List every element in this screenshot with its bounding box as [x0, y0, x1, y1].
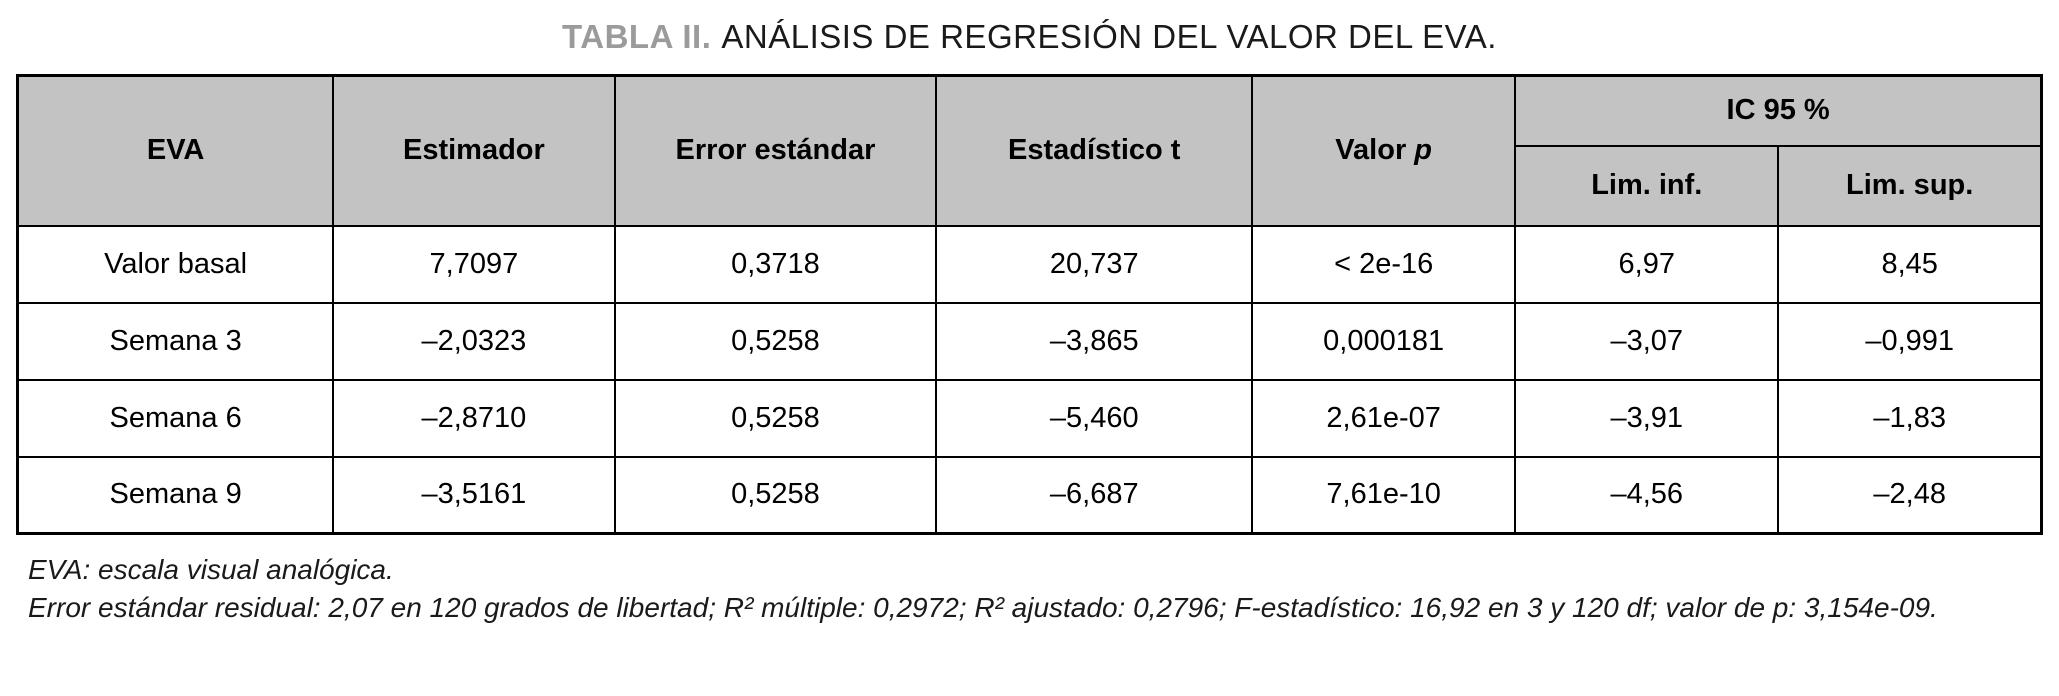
- cell-row-label: Semana 3: [16, 301, 335, 381]
- cell-row-label: Semana 6: [16, 378, 335, 458]
- table-header: EVA Estimador Error estándar Estadístico…: [16, 74, 2043, 227]
- table-footnotes: EVA: escala visual analógica. Error está…: [16, 551, 2043, 627]
- table-row-semana-6: Semana 6 –2,8710 0,5258 –5,460 2,61e-07 …: [16, 378, 2043, 458]
- table-title: TABLA II. ANÁLISIS DE REGRESIÓN DEL VALOR…: [16, 18, 2043, 56]
- cell-valor-p: < 2e-16: [1251, 224, 1517, 304]
- cell-valor-p: 0,000181: [1251, 301, 1517, 381]
- col-header-error-estandar: Error estándar: [613, 74, 938, 227]
- cell-estadistico-t: –6,687: [935, 455, 1254, 535]
- cell-estadistico-t: –3,865: [935, 301, 1254, 381]
- cell-error-estandar: 0,5258: [613, 455, 938, 535]
- valor-p-label: Valor: [1335, 134, 1407, 167]
- cell-estimador: –3,5161: [332, 455, 616, 535]
- cell-estadistico-t: 20,737: [935, 224, 1254, 304]
- cell-lim-inf: –4,56: [1514, 455, 1780, 535]
- col-header-eva: EVA: [16, 74, 335, 227]
- table-title-label: TABLA II.: [562, 18, 712, 55]
- cell-valor-p: 2,61e-07: [1251, 378, 1517, 458]
- cell-error-estandar: 0,3718: [613, 224, 938, 304]
- cell-lim-sup: 8,45: [1777, 224, 2043, 304]
- col-header-lim-inf: Lim. inf.: [1514, 144, 1780, 227]
- col-header-estimador: Estimador: [332, 74, 616, 227]
- cell-lim-inf: –3,91: [1514, 378, 1780, 458]
- valor-p-symbol: p: [1414, 134, 1433, 167]
- col-header-estadistico-t: Estadístico t: [935, 74, 1254, 227]
- cell-row-label: Valor basal: [16, 224, 335, 304]
- table-body: Valor basal 7,7097 0,3718 20,737 < 2e-16…: [16, 224, 2043, 535]
- table-row-valor-basal: Valor basal 7,7097 0,3718 20,737 < 2e-16…: [16, 224, 2043, 304]
- col-header-ic95: IC 95 %: [1514, 74, 2043, 147]
- header-row-main: EVA Estimador Error estándar Estadístico…: [16, 74, 2043, 227]
- cell-lim-inf: –3,07: [1514, 301, 1780, 381]
- cell-estimador: –2,8710: [332, 378, 616, 458]
- cell-estimador: 7,7097: [332, 224, 616, 304]
- cell-lim-sup: –0,991: [1777, 301, 2043, 381]
- footnote-regression-stats: Error estándar residual: 2,07 en 120 gra…: [28, 592, 1938, 623]
- col-header-valor-p: Valor p: [1251, 74, 1517, 227]
- footnote-eva-definition: EVA: escala visual analógica.: [28, 554, 394, 585]
- regression-table: EVA Estimador Error estándar Estadístico…: [16, 74, 2043, 535]
- cell-row-label: Semana 9: [16, 455, 335, 535]
- cell-valor-p: 7,61e-10: [1251, 455, 1517, 535]
- table-row-semana-3: Semana 3 –2,0323 0,5258 –3,865 0,000181 …: [16, 301, 2043, 381]
- table-title-text: ANÁLISIS DE REGRESIÓN DEL VALOR DEL EVA.: [721, 18, 1497, 55]
- cell-lim-sup: –2,48: [1777, 455, 2043, 535]
- header-row-sub: Lim. inf. Lim. sup.: [18, 144, 2043, 227]
- cell-lim-sup: –1,83: [1777, 378, 2043, 458]
- cell-error-estandar: 0,5258: [613, 301, 938, 381]
- table-row-semana-9: Semana 9 –3,5161 0,5258 –6,687 7,61e-10 …: [16, 455, 2043, 535]
- cell-error-estandar: 0,5258: [613, 378, 938, 458]
- cell-estadistico-t: –5,460: [935, 378, 1254, 458]
- col-header-lim-sup: Lim. sup.: [1777, 144, 2043, 227]
- cell-estimador: –2,0323: [332, 301, 616, 381]
- cell-lim-inf: 6,97: [1514, 224, 1780, 304]
